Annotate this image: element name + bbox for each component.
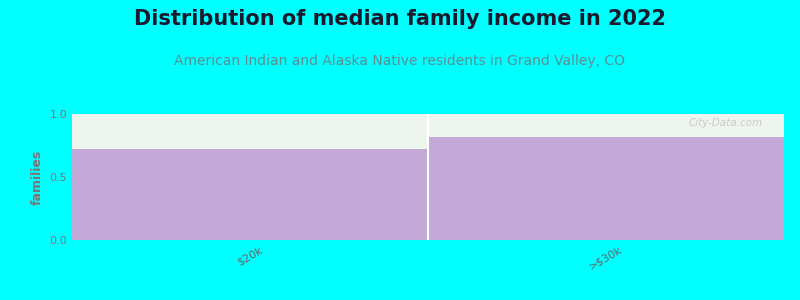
Bar bbox=[72, 149, 428, 240]
Text: American Indian and Alaska Native residents in Grand Valley, CO: American Indian and Alaska Native reside… bbox=[174, 54, 626, 68]
Text: Distribution of median family income in 2022: Distribution of median family income in … bbox=[134, 9, 666, 29]
Text: City-Data.com: City-Data.com bbox=[689, 118, 762, 128]
Y-axis label: families: families bbox=[31, 149, 44, 205]
Bar bbox=[428, 137, 784, 240]
